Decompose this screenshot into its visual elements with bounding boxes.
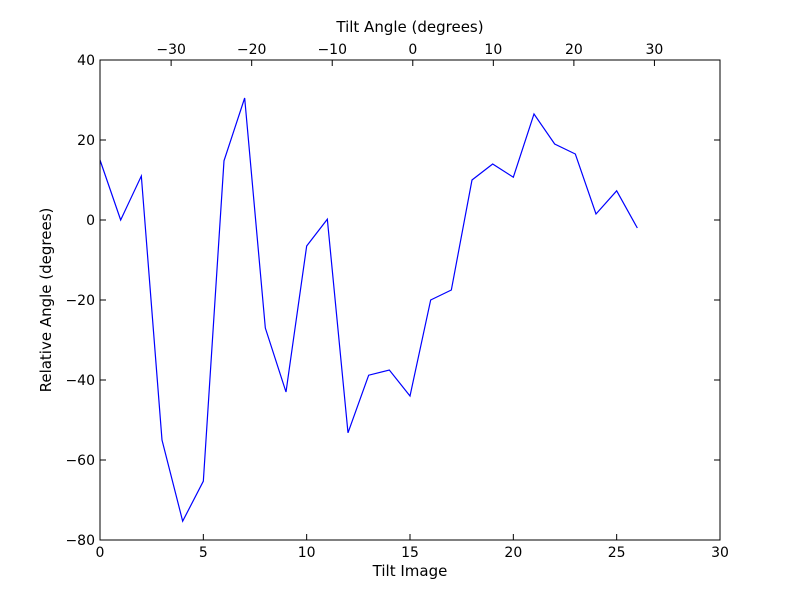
- y-tick-label: −40: [65, 373, 95, 389]
- x-tick-label: 0: [96, 545, 105, 561]
- top-x-tick-label: −10: [317, 42, 347, 58]
- x-tick-label: 5: [199, 545, 208, 561]
- top-x-tick-label: 10: [484, 42, 502, 58]
- top-x-tick-label: 0: [408, 42, 417, 58]
- y-tick-label: 0: [86, 213, 95, 229]
- x-tick-label: 30: [711, 545, 729, 561]
- x-tick-label: 10: [298, 545, 316, 561]
- top-x-tick-label: 20: [565, 42, 583, 58]
- y-axis: −80 −60 −40 −20 0 20 40: [65, 53, 106, 549]
- y-axis-label: Relative Angle (degrees): [37, 208, 55, 393]
- y-tick-label: −20: [65, 293, 95, 309]
- x-tick-label: 25: [608, 545, 626, 561]
- x-tick-label: 15: [401, 545, 419, 561]
- bottom-x-axis: 0 5 10 15 20 25 30: [96, 534, 729, 561]
- top-x-axis: −30 −20 −10 0 10 20 30: [156, 42, 663, 66]
- top-x-axis-label: Tilt Angle (degrees): [335, 18, 483, 36]
- y-tick-label: −80: [65, 533, 95, 549]
- top-x-tick-label: −30: [156, 42, 186, 58]
- x-tick-label: 20: [504, 545, 522, 561]
- y-tick-label: 40: [77, 53, 95, 69]
- plot-frame: [99, 59, 721, 541]
- series-line: [99, 97, 638, 523]
- y-tick-label: −60: [65, 453, 95, 469]
- plot-area: [100, 60, 720, 540]
- top-x-tick-label: 30: [646, 42, 664, 58]
- x-axis-label: Tilt Image: [372, 562, 448, 580]
- y-tick-label: 20: [77, 133, 95, 149]
- top-x-tick-label: −20: [237, 42, 267, 58]
